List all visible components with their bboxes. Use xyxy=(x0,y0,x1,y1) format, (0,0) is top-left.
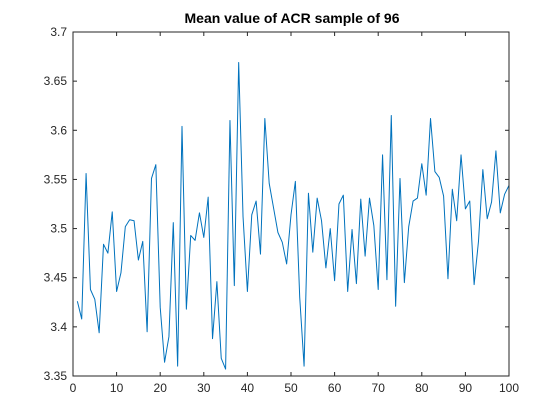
x-tick-label: 60 xyxy=(328,381,342,395)
x-tick-label: 90 xyxy=(459,381,473,395)
x-tick-label: 70 xyxy=(372,381,386,395)
x-tick-label: 100 xyxy=(499,381,519,395)
axes-box xyxy=(72,31,510,377)
y-tick-label: 3.4 xyxy=(50,320,67,334)
x-axis-ticks: 0 10 20 30 40 50 60 70 80 90 100 xyxy=(70,32,519,395)
y-axis-ticks: 3.35 3.4 3.45 3.5 3.55 3.6 3.65 3.7 xyxy=(44,25,509,383)
x-tick-label: 20 xyxy=(154,381,168,395)
y-tick-label: 3.55 xyxy=(44,172,68,186)
x-tick-label: 10 xyxy=(110,381,124,395)
plot-area xyxy=(73,32,509,376)
y-tick-label: 3.35 xyxy=(44,369,68,383)
y-tick-label: 3.7 xyxy=(50,25,67,39)
y-tick-label: 3.65 xyxy=(44,74,68,88)
x-tick-label: 50 xyxy=(284,381,298,395)
x-tick-label: 30 xyxy=(197,381,211,395)
x-tick-label: 0 xyxy=(70,381,77,395)
series-line xyxy=(76,61,510,370)
x-tick-label: 40 xyxy=(241,381,255,395)
chart-title: Mean value of ACR sample of 96 xyxy=(185,10,400,26)
y-tick-label: 3.6 xyxy=(50,123,67,137)
x-tick-label: 80 xyxy=(415,381,429,395)
y-tick-label: 3.45 xyxy=(44,271,68,285)
y-tick-label: 3.5 xyxy=(50,222,67,236)
